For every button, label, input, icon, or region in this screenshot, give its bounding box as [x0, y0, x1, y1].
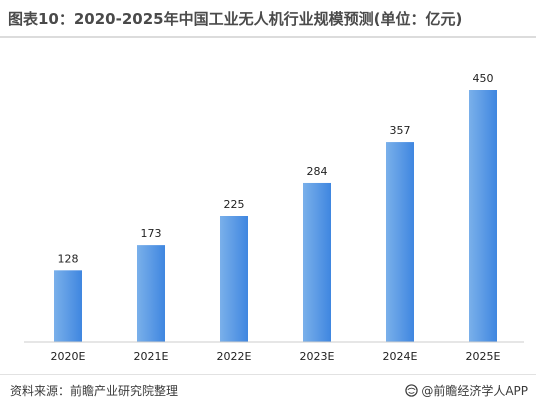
data-label-2020E: 128 — [58, 252, 79, 265]
data-label-2022E: 225 — [224, 198, 245, 211]
x-tick-label-2025E: 2025E — [466, 350, 501, 363]
x-tick-label-2022E: 2022E — [217, 350, 252, 363]
title-divider — [0, 36, 536, 38]
bar-chart: 128 2020E 173 2021E 225 2022E 284 2023E 357 2024E… — [24, 72, 524, 363]
bar-2021E — [137, 245, 165, 342]
brand-credit[interactable]: @前瞻经济学人APP — [405, 382, 528, 399]
brand-label: @前瞻经济学人APP — [421, 384, 528, 398]
data-label-2025E: 450 — [473, 72, 494, 85]
source-note: 资料来源：前瞻产业研究院整理 — [10, 384, 179, 398]
bar-2024E — [386, 142, 414, 342]
data-label-2023E: 284 — [307, 165, 328, 178]
x-tick-label-2023E: 2023E — [300, 350, 335, 363]
bar-2020E — [54, 270, 82, 342]
globe-icon — [405, 384, 418, 397]
data-label-2024E: 357 — [390, 124, 411, 137]
data-label-2021E: 173 — [141, 227, 162, 240]
x-tick-label-2021E: 2021E — [134, 350, 169, 363]
x-tick-label-2024E: 2024E — [383, 350, 418, 363]
x-tick-label-2020E: 2020E — [51, 350, 86, 363]
footer-divider — [0, 374, 536, 375]
bar-2022E — [220, 216, 248, 342]
bar-2025E — [469, 90, 497, 342]
chart-title: 图表10：2020-2025年中国工业无人机行业规模预测(单位：亿元) — [8, 10, 463, 28]
bar-2023E — [303, 182, 331, 342]
